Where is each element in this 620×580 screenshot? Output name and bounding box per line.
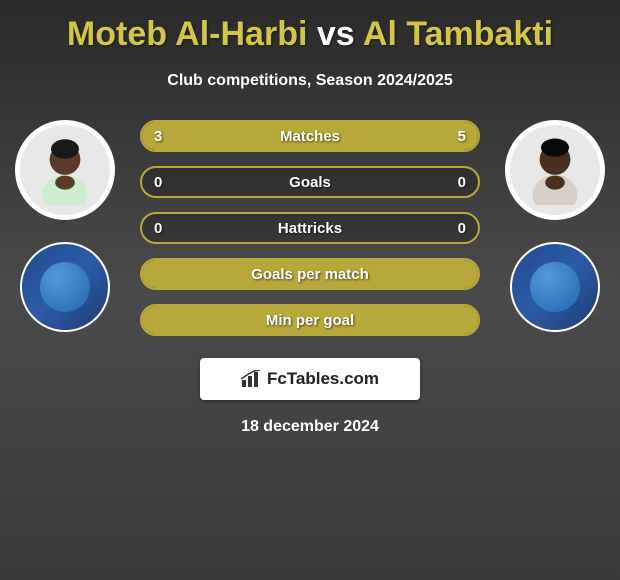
- player1-name: Moteb Al-Harbi: [67, 15, 308, 53]
- player2-club-badge: [510, 242, 600, 332]
- brand-text: FcTables.com: [267, 369, 379, 389]
- stat-row: Goals per match: [140, 258, 480, 290]
- subtitle: Club competitions, Season 2024/2025: [10, 72, 610, 90]
- stat-value-left: 0: [154, 174, 162, 191]
- stat-value-right: 0: [458, 220, 466, 237]
- bar-chart-icon: [241, 370, 261, 388]
- brand-badge: FcTables.com: [200, 358, 420, 400]
- stat-value-left: 0: [154, 220, 162, 237]
- stat-value-right: 5: [458, 128, 466, 145]
- club-ball-icon: [40, 262, 90, 312]
- stat-label: Goals per match: [251, 266, 369, 283]
- stat-label: Goals: [289, 174, 331, 191]
- stat-row: 0 Hattricks 0: [140, 212, 480, 244]
- stats-area: 3 Matches 5 0 Goals 0 0 Hattricks 0 Goals per mat…: [10, 120, 610, 350]
- person-icon: [30, 135, 100, 205]
- comparison-title: Moteb Al-Harbi vs Al Tambakti: [10, 15, 610, 54]
- player1-avatar: [15, 120, 115, 220]
- person-icon: [520, 135, 590, 205]
- comparison-infographic: Moteb Al-Harbi vs Al Tambakti Club compe…: [0, 0, 620, 580]
- player2-avatar: [505, 120, 605, 220]
- player1-club-badge: [20, 242, 110, 332]
- stat-label: Min per goal: [266, 312, 354, 329]
- vs-label: vs: [317, 15, 355, 53]
- stats-bars: 3 Matches 5 0 Goals 0 0 Hattricks 0 Goals per mat…: [120, 120, 500, 350]
- stat-row: 3 Matches 5: [140, 120, 480, 152]
- player2-name: Al Tambakti: [363, 15, 553, 53]
- player1-column: [10, 120, 120, 332]
- club-ball-icon: [530, 262, 580, 312]
- stat-value-right: 0: [458, 174, 466, 191]
- stat-row: Min per goal: [140, 304, 480, 336]
- player2-column: [500, 120, 610, 332]
- stat-value-left: 3: [154, 128, 162, 145]
- stat-label: Matches: [280, 128, 340, 145]
- date-label: 18 december 2024: [10, 418, 610, 436]
- stat-row: 0 Goals 0: [140, 166, 480, 198]
- stat-label: Hattricks: [278, 220, 342, 237]
